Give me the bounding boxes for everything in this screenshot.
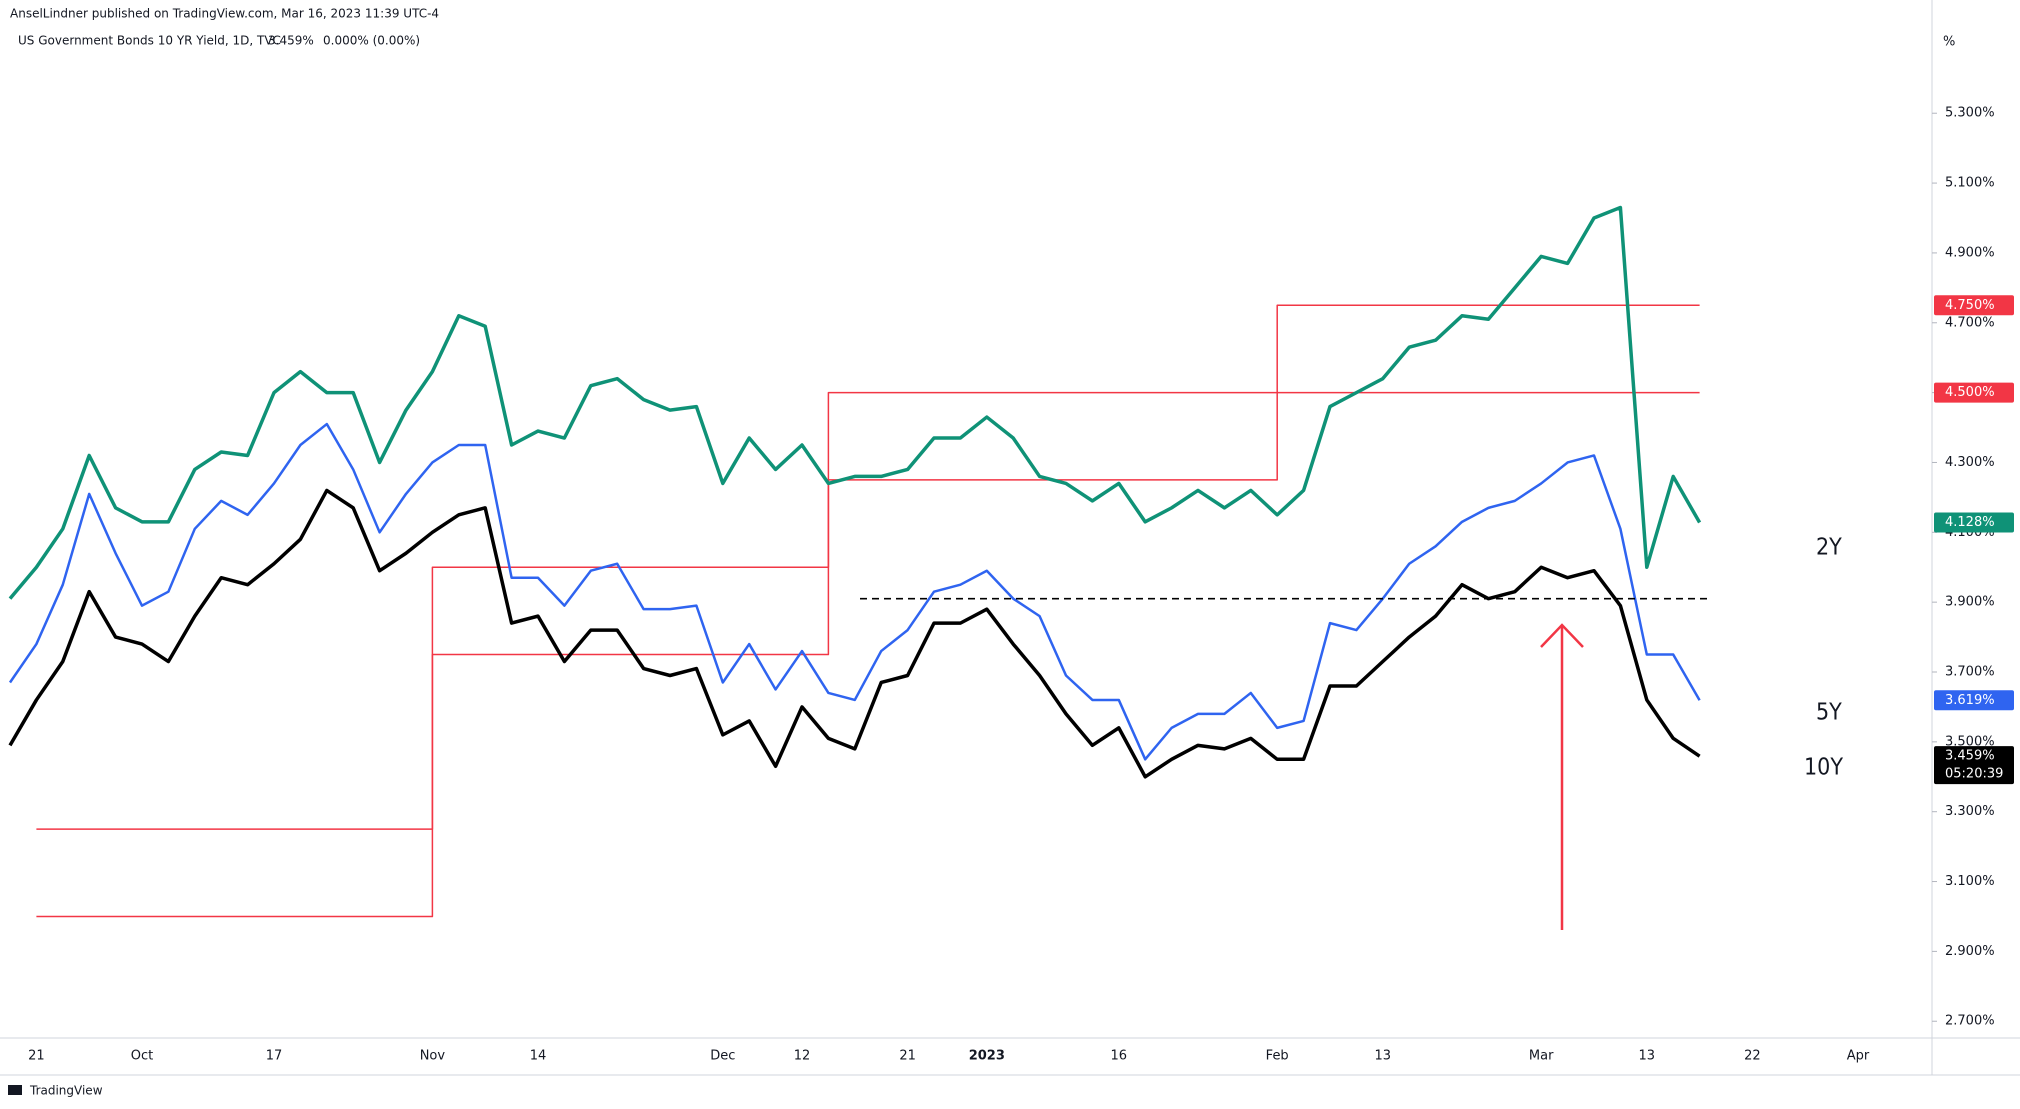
x-tick-label: 21 [899, 1049, 916, 1064]
rate-step-line [36, 391, 1700, 918]
price-badge [1934, 512, 2014, 533]
y-tick-label: 3.900% [1945, 595, 1995, 610]
x-tick-label: 13 [1639, 1049, 1656, 1064]
publisher: AnselLindner published on TradingView.co… [10, 7, 439, 21]
x-tick-label: Nov [420, 1049, 446, 1064]
price-badge [1934, 295, 2014, 316]
countdown: 05:20:39 [1945, 767, 2003, 782]
symbol: US Government Bonds 10 YR Yield, 1D, TVC [18, 34, 281, 48]
y-tick-label: 4.900% [1945, 245, 1995, 260]
yield-line [8, 205, 1702, 600]
x-tick-label: 16 [1111, 1049, 1128, 1064]
y-tick-label: 2.700% [1945, 1014, 1995, 1029]
x-tick-label: 22 [1744, 1049, 1761, 1064]
series-label: 10Y [1804, 755, 1843, 781]
price-badge [1934, 382, 2014, 403]
y-tick-label: 5.100% [1945, 176, 1995, 191]
y-tick-label: 4.300% [1945, 455, 1995, 470]
y-tick-label: 4.700% [1945, 315, 1995, 330]
y-tick-label: 3.500% [1945, 734, 1995, 749]
price-badge-label: 3.459% [1945, 749, 1995, 764]
arrow [1540, 623, 1584, 930]
y-tick-label: 3.700% [1945, 665, 1995, 680]
y-tick-label: 3.300% [1945, 804, 1995, 819]
price-badge-label: 4.750% [1945, 298, 1995, 313]
last-price: 3.459% [268, 34, 314, 48]
x-tick-label: Dec [710, 1049, 735, 1064]
logo [8, 1085, 22, 1095]
x-tick-label: Oct [131, 1049, 153, 1064]
yield-line [8, 488, 1701, 779]
price-badge [1934, 690, 2014, 711]
price-change: 0.000% (0.00%) [323, 34, 420, 48]
x-tick-label: 2023 [969, 1049, 1005, 1064]
price-badge [1934, 746, 2014, 785]
price-badge-label: 3.619% [1945, 693, 1995, 708]
x-tick-label: Feb [1266, 1049, 1289, 1064]
yield-line [8, 422, 1701, 761]
y-tick-label: 3.100% [1945, 874, 1995, 889]
brand: TradingView [29, 1084, 103, 1098]
price-badge-label: 4.128% [1945, 515, 1995, 530]
price-badge-label: 4.500% [1945, 385, 1995, 400]
y-unit: % [1943, 35, 1955, 50]
y-tick-label: 5.300% [1945, 106, 1995, 121]
x-tick-label: 14 [530, 1049, 547, 1064]
x-tick-label: 17 [266, 1049, 283, 1064]
y-tick-label: 2.900% [1945, 944, 1995, 959]
series-label: 2Y [1816, 535, 1842, 561]
x-tick-label: Apr [1847, 1049, 1870, 1064]
series-label: 5Y [1816, 700, 1842, 726]
rate-step-line [36, 304, 1700, 830]
x-tick-label: 21 [28, 1049, 45, 1064]
x-tick-label: 12 [794, 1049, 811, 1064]
x-tick-label: Mar [1529, 1049, 1554, 1064]
x-tick-label: 13 [1375, 1049, 1392, 1064]
